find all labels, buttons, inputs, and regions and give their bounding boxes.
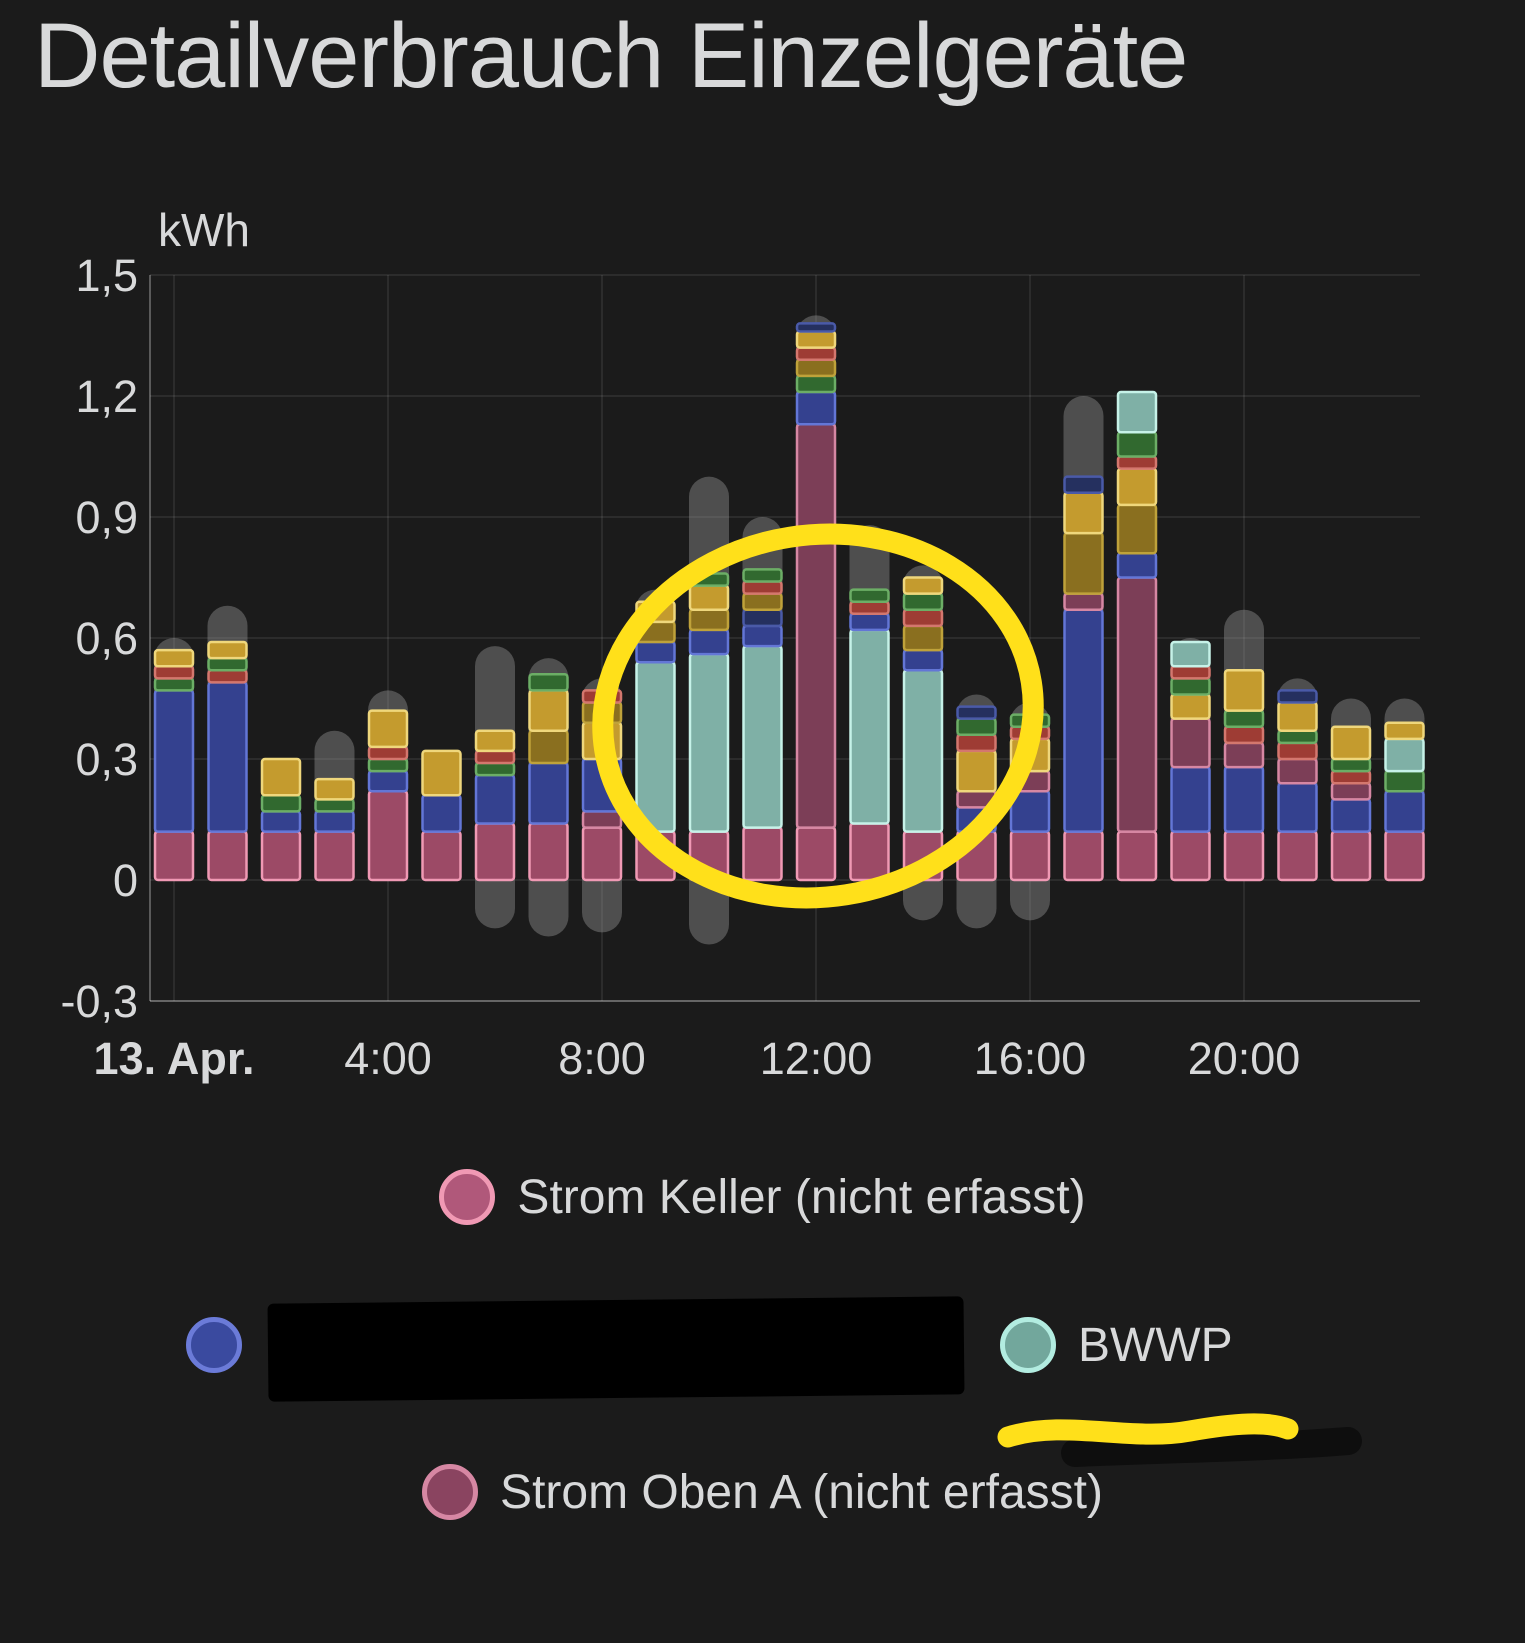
legend-swatch-blue: [186, 1317, 242, 1373]
chart-title: Detailverbrauch Einzelgeräte: [34, 5, 1188, 107]
legend-item-strom-oben[interactable]: Strom Oben A (nicht erfasst): [422, 1464, 1103, 1520]
legend-label-bwwp: BWWP: [1078, 1318, 1233, 1372]
legend-item-strom-keller[interactable]: Strom Keller (nicht erfasst): [439, 1169, 1086, 1225]
legend-label-strom-keller: Strom Keller (nicht erfasst): [517, 1170, 1086, 1224]
legend-swatch-oben: [422, 1464, 479, 1520]
legend-item-bwwp[interactable]: BWWP: [1000, 1317, 1233, 1373]
legend-swatch-bwwp: [1000, 1317, 1056, 1373]
legend-swatch-keller: [439, 1169, 496, 1225]
legend-label-strom-oben: Strom Oben A (nicht erfasst): [500, 1465, 1103, 1519]
legend-item-redacted[interactable]: [186, 1317, 242, 1373]
